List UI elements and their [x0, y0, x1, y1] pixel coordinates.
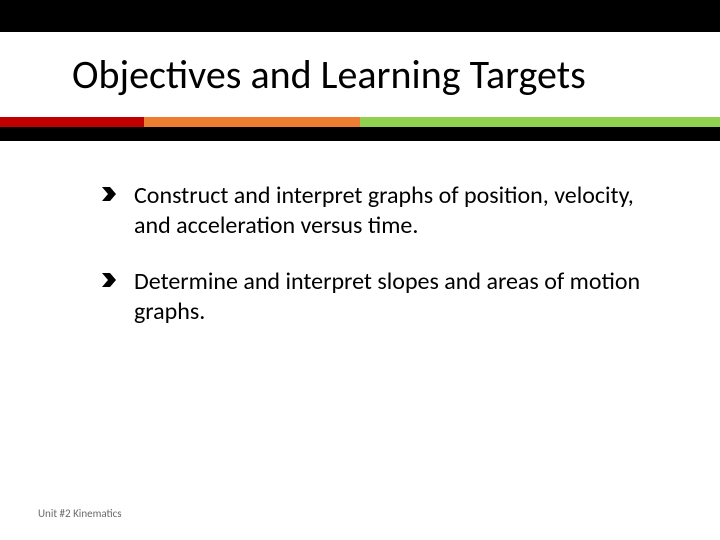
arrow-icon: [100, 185, 120, 209]
accent-stripe: [0, 117, 720, 127]
top-black-bar: [0, 0, 720, 32]
bullet-text: Construct and interpret graphs of positi…: [134, 181, 660, 241]
stripe-segment-green: [360, 117, 720, 127]
stripe-segment-red: [0, 117, 144, 127]
list-item: Construct and interpret graphs of positi…: [100, 181, 660, 241]
list-item: Determine and interpret slopes and areas…: [100, 267, 660, 327]
bullet-text: Determine and interpret slopes and areas…: [134, 267, 660, 327]
bottom-black-bar: [0, 127, 720, 141]
slide-title: Objectives and Learning Targets: [72, 50, 720, 99]
title-area: Objectives and Learning Targets: [0, 32, 720, 117]
footer-text: Unit #2 Kinematics: [38, 507, 122, 520]
content-area: Construct and interpret graphs of positi…: [0, 141, 720, 327]
stripe-segment-orange: [144, 117, 360, 127]
arrow-icon: [100, 271, 120, 295]
